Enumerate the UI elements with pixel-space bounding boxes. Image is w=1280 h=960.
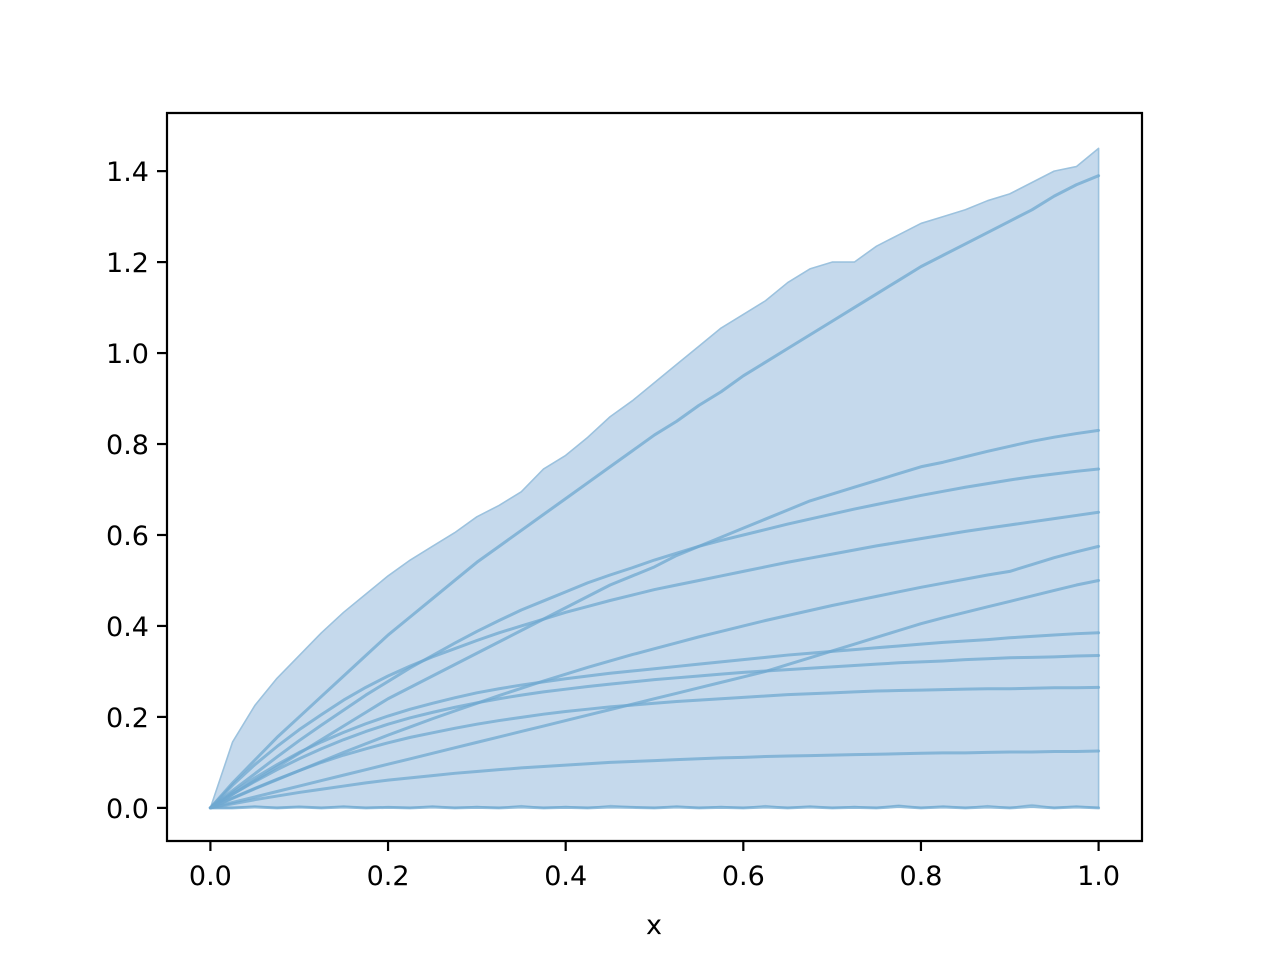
y-tick-label: 0.0 [106,794,149,825]
y-tick-label: 1.2 [106,248,149,279]
y-tick-label: 0.4 [106,612,149,643]
x-tick-label: 0.0 [189,861,232,892]
sample-paths-group [208,174,1101,810]
x-tick-label: 0.4 [544,861,587,892]
y-tick-label: 0.6 [106,521,149,552]
y-tick-label: 0.2 [106,703,149,734]
x-axis-ticks: 0.0 0.2 0.4 0.6 0.8 1.0 [189,842,1120,892]
y-tick-label: 1.4 [106,157,149,188]
sample-path-line [208,510,1101,810]
y-axis-ticks: 0.0 0.2 0.4 0.6 0.8 1.0 1.2 1.4 [106,157,166,825]
x-tick-label: 1.0 [1077,861,1120,892]
sample-path-line [208,654,1101,810]
y-tick-label: 1.0 [106,339,149,370]
x-tick-label: 0.6 [722,861,765,892]
x-tick-label: 0.8 [899,861,942,892]
sample-path-line [208,578,1101,810]
sample-path-line [208,685,1101,810]
x-axis-title: x [646,910,662,941]
sample-path-line [208,467,1101,810]
axes-spines [165,111,1144,843]
sample-path-line [208,631,1101,810]
sample-path-line [208,805,1101,810]
y-tick-label: 0.8 [106,430,149,461]
sample-path-line [208,544,1101,810]
sample-path-line [208,749,1101,810]
sample-path-line [208,174,1101,810]
x-tick-label: 0.2 [367,861,410,892]
sample-path-line [208,428,1101,810]
